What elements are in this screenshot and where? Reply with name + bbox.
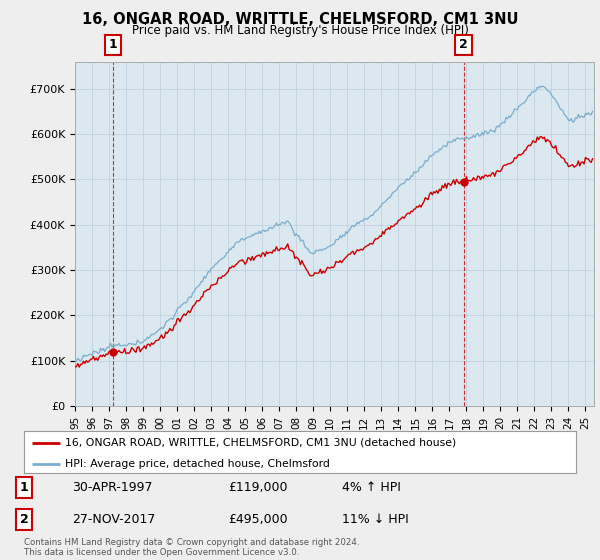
Text: 1: 1 [109,38,118,52]
Text: HPI: Average price, detached house, Chelmsford: HPI: Average price, detached house, Chel… [65,459,330,469]
Text: Contains HM Land Registry data © Crown copyright and database right 2024.
This d: Contains HM Land Registry data © Crown c… [24,538,359,557]
Text: 16, ONGAR ROAD, WRITTLE, CHELMSFORD, CM1 3NU (detached house): 16, ONGAR ROAD, WRITTLE, CHELMSFORD, CM1… [65,438,457,448]
Text: 11% ↓ HPI: 11% ↓ HPI [342,513,409,526]
Text: Price paid vs. HM Land Registry's House Price Index (HPI): Price paid vs. HM Land Registry's House … [131,24,469,36]
Text: 30-APR-1997: 30-APR-1997 [72,481,152,494]
Text: 2: 2 [20,513,28,526]
Text: 1: 1 [20,481,28,494]
Text: 27-NOV-2017: 27-NOV-2017 [72,513,155,526]
Text: 16, ONGAR ROAD, WRITTLE, CHELMSFORD, CM1 3NU: 16, ONGAR ROAD, WRITTLE, CHELMSFORD, CM1… [82,12,518,27]
Text: £495,000: £495,000 [228,513,287,526]
Text: £119,000: £119,000 [228,481,287,494]
Text: 2: 2 [459,38,468,52]
Text: 4% ↑ HPI: 4% ↑ HPI [342,481,401,494]
